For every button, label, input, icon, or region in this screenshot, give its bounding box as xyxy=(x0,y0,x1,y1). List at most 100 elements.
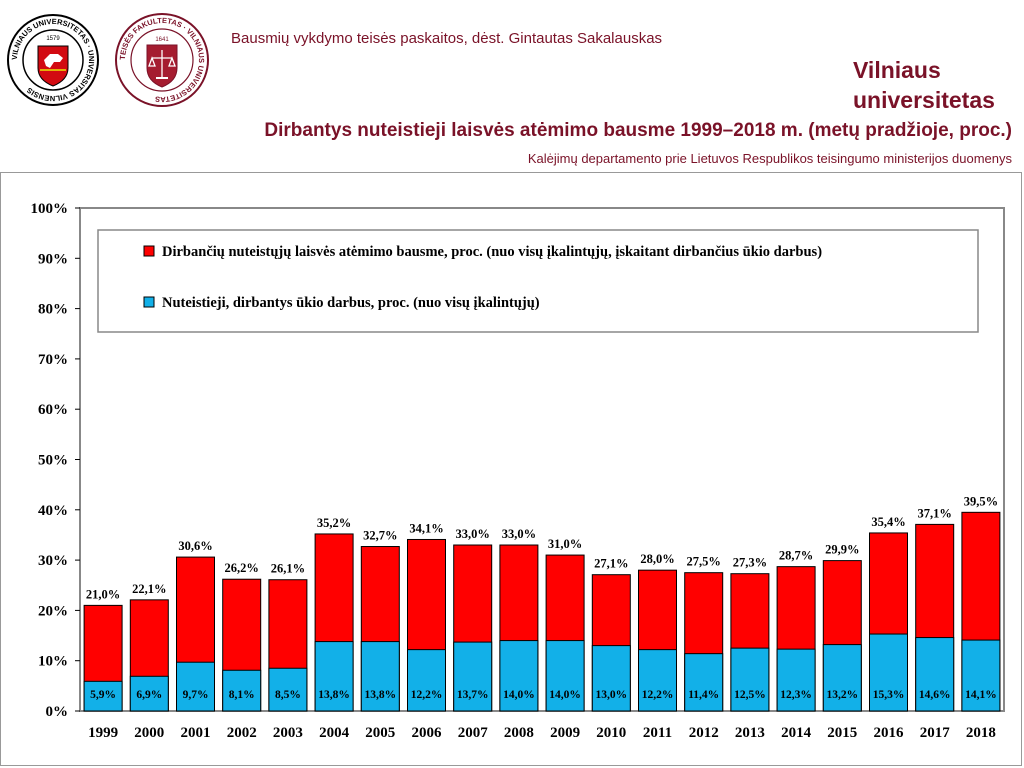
bar-household-work xyxy=(730,647,770,712)
y-tick-label: 30% xyxy=(38,553,68,569)
data-label-household: 12,3% xyxy=(780,689,812,701)
data-label-household: 14,6% xyxy=(919,689,951,701)
bar-household-work xyxy=(360,641,400,712)
data-label-total: 26,2% xyxy=(225,561,259,575)
data-label-total: 33,0% xyxy=(502,527,536,541)
lecture-title: Bausmių vykdymo teisės paskaitos, dėst. … xyxy=(231,30,663,47)
bar-household-work xyxy=(961,639,1001,712)
data-label-household: 13,8% xyxy=(318,689,350,701)
brand-line-2: universitetas xyxy=(853,87,995,113)
data-label-total: 27,1% xyxy=(594,557,628,571)
x-tick-label: 2012 xyxy=(689,725,719,741)
data-label-total: 35,4% xyxy=(871,515,905,529)
x-tick-label: 2000 xyxy=(134,725,164,741)
bar-household-work xyxy=(129,675,169,712)
x-tick-label: 2018 xyxy=(966,725,996,741)
bar-household-work xyxy=(176,661,215,712)
data-label-household: 12,2% xyxy=(411,689,443,701)
data-label-total: 35,2% xyxy=(317,516,351,530)
data-label-household: 15,3% xyxy=(873,689,905,701)
legend-swatch xyxy=(143,245,155,257)
x-tick-label: 2001 xyxy=(181,725,211,741)
chart-frame xyxy=(0,172,1022,766)
data-label-total: 26,1% xyxy=(271,562,305,576)
x-tick-label: 2013 xyxy=(735,725,765,741)
data-label-household: 6,9% xyxy=(136,689,162,701)
data-label-household: 13,2% xyxy=(826,689,858,701)
bar-household-work xyxy=(499,640,539,712)
bar-household-work xyxy=(222,669,262,712)
data-label-total: 30,6% xyxy=(178,539,212,553)
x-tick-label: 2008 xyxy=(504,725,534,741)
bar-household-work xyxy=(822,644,862,712)
y-tick-label: 80% xyxy=(38,302,68,318)
data-label-household: 14,0% xyxy=(503,689,535,701)
data-label-household: 14,0% xyxy=(549,689,581,701)
x-tick-label: 2003 xyxy=(273,725,303,741)
x-tick-label: 2015 xyxy=(827,725,857,741)
data-label-household: 13,0% xyxy=(595,689,627,701)
bar-household-work xyxy=(83,680,123,712)
data-label-total: 28,7% xyxy=(779,549,813,563)
y-tick-label: 60% xyxy=(38,402,68,418)
seal-left-year: 1579 xyxy=(46,36,60,42)
bar-household-work xyxy=(453,641,493,712)
data-label-total: 29,9% xyxy=(825,543,859,557)
vilnius-university-wordmark: Vilniaus universitetas xyxy=(853,55,995,115)
legend-box xyxy=(97,229,979,333)
x-tick-label: 2016 xyxy=(874,725,905,741)
y-tick-label: 40% xyxy=(38,503,68,519)
x-tick-label: 2004 xyxy=(319,725,350,741)
y-tick-label: 100% xyxy=(31,201,69,217)
legend-swatch xyxy=(143,296,155,308)
data-label-total: 31,0% xyxy=(548,537,582,551)
bar-chart: 0% 10% 20% 30% 40% 50% 60% 70% 80% 90% 100% 21,0% 5,… xyxy=(31,201,1005,741)
data-label-household: 9,7% xyxy=(183,689,209,701)
y-tick-label: 50% xyxy=(38,453,68,469)
x-tick-label: 2014 xyxy=(781,725,812,741)
seal-right-year: 1641 xyxy=(155,37,169,43)
bar-household-work xyxy=(684,653,724,712)
y-tick-label: 0% xyxy=(46,704,69,720)
data-label-total: 21,0% xyxy=(86,587,120,601)
data-label-total: 27,5% xyxy=(687,555,721,569)
bar-household-work xyxy=(545,640,585,712)
legend-label: Dirbančių nuteistųjų laisvės atėmimo bau… xyxy=(162,244,822,260)
x-tick-label: 2005 xyxy=(365,725,395,741)
x-tick-label: 2011 xyxy=(643,725,672,741)
data-label-total: 27,3% xyxy=(733,556,767,570)
data-label-household: 13,8% xyxy=(364,689,396,701)
x-tick-label: 2002 xyxy=(227,725,257,741)
data-label-total: 34,1% xyxy=(409,521,443,535)
y-tick-label: 20% xyxy=(38,603,68,619)
bar-household-work xyxy=(776,648,816,712)
x-tick-label: 2009 xyxy=(550,725,580,741)
data-label-household: 5,9% xyxy=(90,689,116,701)
data-label-total: 28,0% xyxy=(640,552,674,566)
data-label-total: 32,7% xyxy=(363,529,397,543)
y-tick-label: 70% xyxy=(38,352,68,368)
bar-household-work xyxy=(314,641,354,712)
chart-title: Dirbantys nuteistieji laisvės atėmimo ba… xyxy=(264,120,1012,141)
x-tick-label: 2007 xyxy=(458,725,489,741)
x-tick-label: 2010 xyxy=(596,725,626,741)
data-label-total: 37,1% xyxy=(918,506,952,520)
data-label-household: 13,7% xyxy=(457,689,489,701)
law-faculty-seal: TEISĖS FAKULTETAS · VILNIAUS UNIVERSITET… xyxy=(115,13,209,107)
x-tick-label: 2006 xyxy=(412,725,443,741)
data-label-household: 8,1% xyxy=(229,689,255,701)
bar-household-work xyxy=(915,637,955,712)
data-label-household: 14,1% xyxy=(965,689,997,701)
data-label-household: 12,2% xyxy=(642,689,674,701)
data-label-household: 11,4% xyxy=(688,689,719,701)
data-label-total: 22,1% xyxy=(132,582,166,596)
data-label-household: 12,5% xyxy=(734,689,766,701)
data-source-note: Kalėjimų departamento prie Lietuvos Resp… xyxy=(527,151,1012,166)
data-label-total: 39,5% xyxy=(964,494,998,508)
data-label-total: 33,0% xyxy=(456,527,490,541)
x-tick-label: 2017 xyxy=(920,725,951,741)
y-tick-label: 90% xyxy=(38,251,68,267)
y-tick-label: 10% xyxy=(38,654,68,670)
x-tick-label: 1999 xyxy=(88,725,118,741)
bar-household-work xyxy=(869,633,908,712)
